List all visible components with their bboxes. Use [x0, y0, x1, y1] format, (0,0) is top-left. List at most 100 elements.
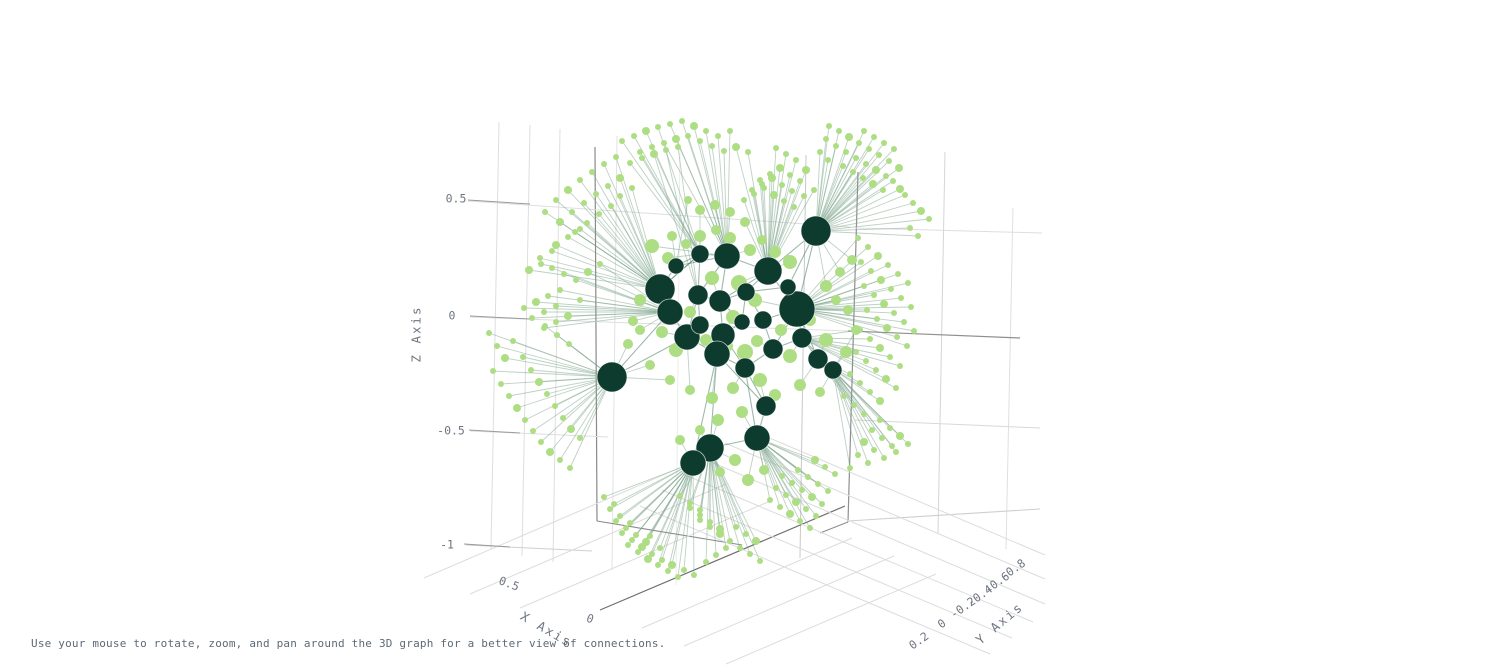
graph-node-leaf[interactable]: [880, 300, 888, 308]
graph-node-leaf[interactable]: [779, 182, 785, 188]
graph-node-hub[interactable]: [755, 395, 777, 417]
graph-node-leaf[interactable]: [905, 280, 911, 286]
graph-node-leaf[interactable]: [893, 385, 899, 391]
graph-node-leaf[interactable]: [773, 145, 779, 151]
graph-node-leaf[interactable]: [857, 380, 863, 386]
graph-node-leaf[interactable]: [902, 192, 908, 198]
graph-node-leaf[interactable]: [847, 255, 857, 265]
graph-node-leaf[interactable]: [681, 239, 691, 249]
graph-node-leaf[interactable]: [853, 349, 859, 355]
graph-node-leaf[interactable]: [813, 513, 819, 519]
graph-node-leaf[interactable]: [831, 295, 841, 305]
graph-node-leaf[interactable]: [910, 200, 916, 206]
graph-node-leaf[interactable]: [597, 261, 603, 267]
graph-node-leaf[interactable]: [745, 149, 751, 155]
graph-node-leaf[interactable]: [877, 276, 885, 284]
graph-node-leaf[interactable]: [893, 449, 899, 455]
graph-node-leaf[interactable]: [733, 524, 739, 530]
graph-node-leaf[interactable]: [890, 178, 896, 184]
graph-node-leaf[interactable]: [649, 144, 655, 150]
graph-node-leaf[interactable]: [869, 180, 877, 188]
graph-node-leaf[interactable]: [721, 148, 727, 154]
graph-node-leaf[interactable]: [801, 193, 807, 199]
graph-node-leaf[interactable]: [907, 225, 913, 231]
graph-node-leaf[interactable]: [773, 485, 779, 491]
graph-node-leaf[interactable]: [663, 147, 669, 153]
graph-node-leaf[interactable]: [864, 307, 870, 313]
graph-node-leaf[interactable]: [665, 568, 671, 574]
graph-node-leaf[interactable]: [667, 121, 673, 127]
graph-node-leaf[interactable]: [779, 473, 785, 479]
graph-node-leaf[interactable]: [486, 330, 492, 336]
graph-node-leaf[interactable]: [637, 149, 643, 155]
graph-node-leaf[interactable]: [768, 174, 776, 182]
graph-node-hub[interactable]: [762, 338, 784, 360]
graph-node-leaf[interactable]: [737, 344, 753, 360]
graph-node-leaf[interactable]: [672, 135, 680, 143]
graph-node-leaf[interactable]: [888, 286, 894, 292]
graph-node-leaf[interactable]: [877, 417, 883, 423]
graph-node-leaf[interactable]: [886, 158, 892, 164]
graph-node-leaf[interactable]: [850, 169, 856, 175]
graph-node-leaf[interactable]: [593, 191, 599, 197]
graph-node-leaf[interactable]: [715, 467, 725, 477]
graph-node-leaf[interactable]: [847, 465, 853, 471]
graph-node-leaf[interactable]: [494, 343, 500, 349]
graph-node-leaf[interactable]: [552, 241, 560, 249]
graph-node-leaf[interactable]: [742, 474, 754, 486]
graph-node-leaf[interactable]: [840, 346, 852, 358]
graph-node-leaf[interactable]: [904, 343, 910, 349]
graph-node-leaf[interactable]: [855, 452, 861, 458]
graph-node-leaf[interactable]: [690, 122, 698, 130]
graph-node-leaf[interactable]: [793, 157, 799, 163]
graph-node-leaf[interactable]: [644, 555, 652, 563]
graph-node-leaf[interactable]: [687, 505, 693, 511]
graph-node-leaf[interactable]: [697, 512, 703, 518]
graph-node-leaf[interactable]: [535, 378, 543, 386]
graph-node-leaf[interactable]: [802, 166, 810, 174]
graph-node-leaf[interactable]: [655, 124, 661, 130]
graph-node-hub[interactable]: [687, 284, 709, 306]
graph-node-leaf[interactable]: [789, 480, 795, 486]
graph-node-leaf[interactable]: [858, 259, 864, 265]
graph-node-leaf[interactable]: [661, 140, 667, 146]
graph-node-leaf[interactable]: [819, 333, 833, 347]
graph-node-leaf[interactable]: [608, 203, 614, 209]
graph-node-leaf[interactable]: [847, 371, 853, 377]
graph-node-leaf[interactable]: [826, 123, 832, 129]
graph-node-leaf[interactable]: [635, 325, 645, 335]
graph-node-leaf[interactable]: [713, 552, 719, 558]
graph-node-leaf[interactable]: [868, 268, 874, 274]
graph-node-leaf[interactable]: [605, 183, 611, 189]
graph-node-hub[interactable]: [823, 360, 843, 380]
graph-node-leaf[interactable]: [655, 562, 661, 568]
graph-node-leaf[interactable]: [783, 151, 789, 157]
graph-node-leaf[interactable]: [616, 174, 624, 182]
graph-node-leaf[interactable]: [629, 185, 635, 191]
graph-node-leaf[interactable]: [811, 456, 819, 464]
graph-node-hub[interactable]: [743, 424, 771, 452]
graph-node-leaf[interactable]: [577, 177, 583, 183]
graph-node-leaf[interactable]: [917, 207, 925, 215]
graph-node-leaf[interactable]: [545, 293, 551, 299]
graph-node-leaf[interactable]: [737, 545, 743, 551]
graph-node-leaf[interactable]: [564, 186, 572, 194]
graph-node-leaf[interactable]: [537, 255, 543, 261]
graph-node-leaf[interactable]: [577, 297, 583, 303]
graph-node-leaf[interactable]: [544, 391, 550, 397]
graph-node-leaf[interactable]: [865, 460, 871, 466]
graph-node-leaf[interactable]: [853, 155, 859, 161]
graph-node-leaf[interactable]: [613, 518, 619, 524]
graph-node-leaf[interactable]: [851, 402, 857, 408]
graph-node-leaf[interactable]: [751, 335, 763, 347]
graph-node-leaf[interactable]: [623, 525, 629, 531]
graph-node-leaf[interactable]: [860, 438, 868, 446]
graph-node-leaf[interactable]: [770, 191, 778, 199]
graph-node-hub[interactable]: [708, 289, 732, 313]
graph-node-leaf[interactable]: [867, 336, 873, 342]
graph-node-leaf[interactable]: [857, 327, 863, 333]
graph-node-hub[interactable]: [690, 244, 710, 264]
graph-node-leaf[interactable]: [744, 244, 756, 256]
graph-node-leaf[interactable]: [769, 246, 781, 258]
